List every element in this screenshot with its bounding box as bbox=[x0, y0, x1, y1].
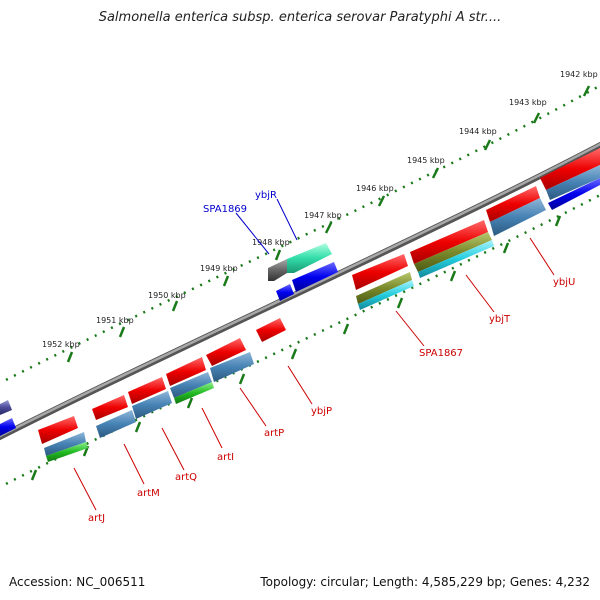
gene-feature bbox=[206, 338, 246, 366]
map-title: Salmonella enterica subsp. enterica sero… bbox=[98, 10, 502, 25]
cds-feature bbox=[170, 372, 212, 398]
cds-feature bbox=[546, 165, 600, 200]
gene-label-reverse: artM bbox=[137, 488, 160, 499]
gene-label-reverse: artI bbox=[217, 452, 234, 463]
gene-label-reverse: ybjU bbox=[553, 277, 575, 288]
cds-feature bbox=[418, 240, 494, 278]
gene-label-reverse: artJ bbox=[88, 513, 105, 524]
gene-feature bbox=[268, 259, 287, 281]
gene-label-reverse: ybjT bbox=[489, 314, 511, 325]
cds-feature bbox=[548, 178, 600, 210]
gene-feature bbox=[352, 254, 408, 290]
scale-labels: 1942 kbp 1943 kbp 1944 kbp 1945 kbp 1946… bbox=[42, 70, 598, 349]
cds-feature bbox=[46, 442, 88, 462]
gene-feature bbox=[486, 186, 540, 222]
scale-label: 1952 kbp bbox=[42, 340, 80, 349]
leader-lines bbox=[73, 198, 555, 511]
scale-label: 1944 kbp bbox=[459, 127, 497, 136]
cds-feature bbox=[44, 432, 86, 456]
scale-ticks bbox=[66, 85, 591, 363]
scale-label: 1947 kbp bbox=[304, 211, 342, 220]
cds-feature bbox=[356, 272, 412, 304]
cds-feature bbox=[292, 262, 338, 292]
gene-labels: SPA1869 ybjR ybjU ybjT SPA1867 ybjP artP… bbox=[88, 190, 575, 524]
gene-label-reverse: ybjP bbox=[311, 406, 332, 417]
cds-feature bbox=[0, 418, 16, 436]
gene-feature bbox=[128, 377, 166, 404]
cds-feature bbox=[490, 198, 546, 236]
cds-feature bbox=[414, 232, 492, 272]
genome-stats-text: Topology: circular; Length: 4,585,229 bp… bbox=[260, 575, 590, 589]
accession-text: Accession: NC_006511 bbox=[9, 575, 146, 589]
outer-scale-ring bbox=[0, 84, 600, 385]
cds-feature bbox=[174, 382, 214, 404]
scale-label: 1951 kbp bbox=[96, 316, 134, 325]
gene-feature bbox=[166, 357, 206, 386]
scale-label: 1948 kbp bbox=[252, 238, 290, 247]
gene-label-forward: ybjR bbox=[255, 190, 277, 201]
gene-feature bbox=[287, 243, 332, 273]
cds-feature bbox=[358, 280, 414, 310]
backbone bbox=[0, 141, 600, 441]
scale-label: 1946 kbp bbox=[356, 184, 394, 193]
gene-label-reverse: SPA1867 bbox=[419, 348, 463, 359]
cds-feature bbox=[0, 400, 12, 415]
gene-label-reverse: artQ bbox=[175, 472, 197, 483]
cds-feature bbox=[132, 391, 172, 419]
scale-label: 1943 kbp bbox=[509, 98, 547, 107]
gene-feature bbox=[540, 148, 600, 190]
gene-label-reverse: artP bbox=[264, 428, 284, 439]
cds-feature bbox=[210, 352, 254, 382]
gene-feature bbox=[410, 220, 488, 264]
scale-label: 1945 kbp bbox=[407, 156, 445, 165]
gene-feature bbox=[256, 318, 286, 342]
inner-scale-ring bbox=[0, 193, 600, 489]
scale-label: 1950 kbp bbox=[148, 291, 186, 300]
scale-label: 1942 kbp bbox=[560, 70, 598, 79]
gene-feature bbox=[38, 416, 78, 444]
genome-map: 1942 kbp 1943 kbp 1944 kbp 1945 kbp 1946… bbox=[0, 70, 600, 524]
forward-features bbox=[0, 243, 338, 436]
cds-feature bbox=[276, 284, 294, 301]
reverse-features bbox=[38, 148, 600, 462]
gene-label-forward: SPA1869 bbox=[203, 204, 247, 215]
cds-feature bbox=[96, 410, 136, 438]
gene-feature bbox=[92, 395, 128, 420]
scale-label: 1949 kbp bbox=[200, 264, 238, 273]
